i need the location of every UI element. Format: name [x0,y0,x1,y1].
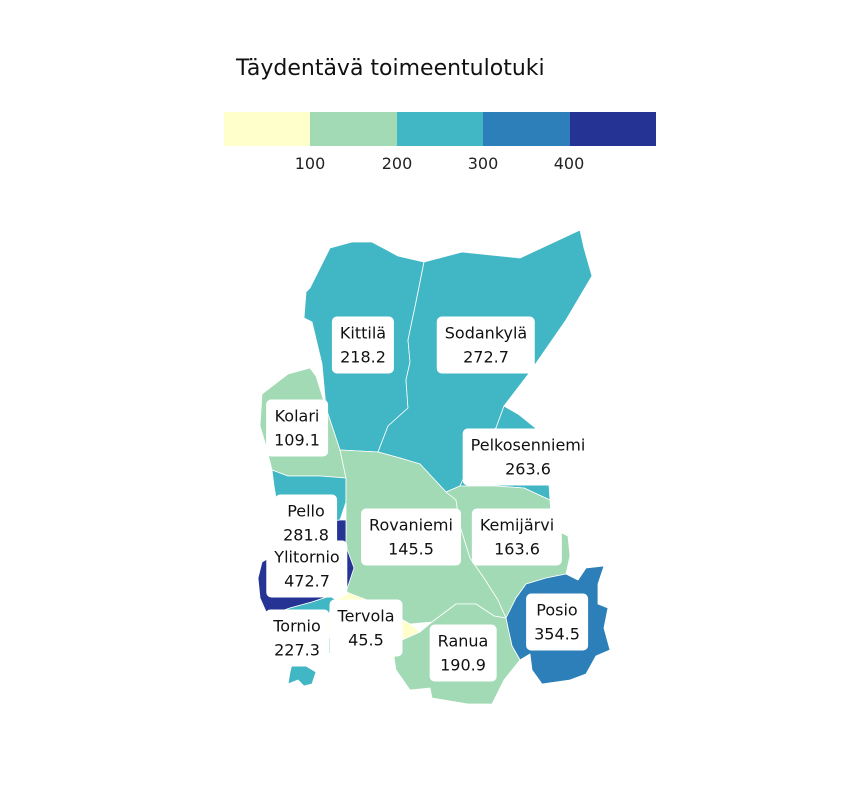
legend-swatch-0 [224,112,311,146]
label-ranua: Ranua 190.9 [429,624,497,682]
municipality-name: Ranua [437,631,489,651]
label-rovaniemi: Rovaniemi 145.5 [361,508,461,566]
municipality-value: 109.1 [274,430,320,450]
municipality-name: Ylitornio [274,547,340,567]
municipality-value: 263.6 [505,459,551,479]
municipality-value: 227.3 [274,640,320,660]
municipality-value: 272.7 [463,347,509,367]
municipality-value: 354.5 [534,624,580,644]
municipality-name: Sodankylä [444,323,528,343]
municipality-value: 45.5 [348,630,384,650]
municipality-name: Kemijärvi [479,515,555,535]
label-tervola: Tervola 45.5 [329,599,403,657]
color-legend [224,112,657,146]
legend-tick-300: 300 [467,154,499,173]
municipality-name: Kittilä [339,323,387,343]
map-title: Täydentävä toimeentulotuki [236,56,545,81]
label-kolari: Kolari 109.1 [266,399,328,457]
municipality-name: Pelkosenniemi [470,435,586,455]
label-ylitornio: Ylitornio 472.7 [266,540,348,598]
municipality-name: Tervola [337,606,395,626]
municipality-value: 190.9 [440,655,486,675]
municipality-name: Posio [536,600,578,620]
label-tornio: Tornio 227.3 [265,609,329,667]
label-posio: Posio 354.5 [526,593,588,651]
municipality-name: Rovaniemi [369,515,453,535]
legend-tick-100: 100 [294,154,326,173]
municipality-value: 145.5 [388,539,434,559]
municipality-value: 472.7 [284,571,330,591]
legend-swatch-1 [310,112,397,146]
legend-swatch-2 [396,112,484,146]
municipality-name: Kolari [274,406,320,426]
label-kemijarvi: Kemijärvi 163.6 [471,508,563,566]
legend-swatch-3 [483,112,570,146]
municipality-value: 163.6 [494,539,540,559]
municipality-value: 281.8 [283,525,329,545]
label-pelkosenniemi: Pelkosenniemi 263.6 [462,428,594,486]
legend-tick-200: 200 [381,154,413,173]
municipality-name: Tornio [273,616,321,636]
municipality-name: Pello [287,501,325,521]
legend-tick-400: 400 [553,154,585,173]
municipality-value: 218.2 [340,347,386,367]
label-kittila: Kittilä 218.2 [331,316,395,374]
legend-swatch-4 [569,112,657,146]
label-sodankyla: Sodankylä 272.7 [436,316,536,374]
